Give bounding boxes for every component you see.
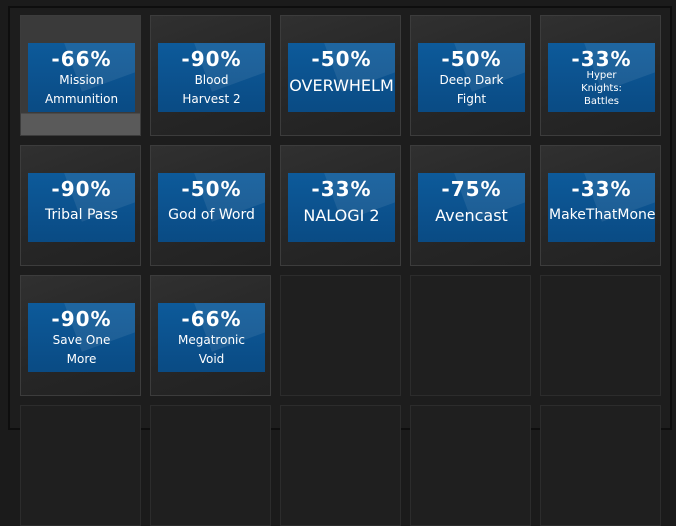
discount-label: -50% [311,47,372,71]
discount-badge: -90% Blood Harvest 2 [158,43,265,112]
discount-badge: -50% OVERWHELM [288,43,395,112]
game-tile[interactable]: -66% Megatronic Void [150,275,271,396]
empty-tile [20,405,141,526]
game-name: Save One More [52,333,111,366]
discount-badge: -33% MakeThatMoney [548,173,655,242]
empty-tile [150,405,271,526]
discount-label: -90% [51,307,112,331]
game-tile[interactable]: -33% MakeThatMoney [540,145,661,266]
empty-tile [280,275,401,396]
empty-tile [540,405,661,526]
discount-badge: -33% Hyper Knights: Battles [548,43,655,112]
discount-label: -75% [441,177,502,201]
discount-label: -33% [311,177,372,201]
empty-tile [280,405,401,526]
discount-badge: -66% Megatronic Void [158,303,265,372]
game-tile[interactable]: -90% Tribal Pass [20,145,141,266]
discount-label: -90% [51,177,112,201]
discount-label: -66% [181,307,242,331]
page: -66% Mission Ammunition -90% Blood Harvest … [0,0,676,411]
discount-badge: -75% Avencast [418,173,525,242]
discount-label: -50% [441,47,502,71]
discount-label: -50% [181,177,242,201]
game-tile[interactable]: -66% Mission Ammunition [20,15,141,136]
game-name: Hyper Knights: Battles [581,70,622,107]
game-name: Tribal Pass [45,207,118,223]
game-name: Blood Harvest 2 [182,73,241,106]
game-tile[interactable]: -33% Hyper Knights: Battles [540,15,661,136]
game-name: Mission Ammunition [44,73,119,106]
game-tile[interactable]: -75% Avencast [410,145,531,266]
discount-badge: -90% Tribal Pass [28,173,135,242]
empty-tile [410,275,531,396]
game-tile[interactable]: -33% NALOGI 2 [280,145,401,266]
game-name: Avencast [435,206,508,225]
discount-badge: -50% God of Word [158,173,265,242]
discount-label: -66% [51,47,112,71]
game-name: Deep Dark Fight [439,73,504,106]
game-name: NALOGI 2 [303,206,380,225]
game-name: God of Word [168,207,255,223]
game-tile[interactable]: -50% Deep Dark Fight [410,15,531,136]
discount-label: -90% [181,47,242,71]
game-name: OVERWHELM [289,76,394,95]
game-name: MakeThatMoney [549,207,655,223]
game-tile[interactable]: -90% Save One More [20,275,141,396]
empty-tile [540,275,661,396]
discount-label: -33% [571,177,632,201]
discount-badge: -33% NALOGI 2 [288,173,395,242]
empty-tile [410,405,531,526]
discount-badge: -66% Mission Ammunition [28,43,135,112]
discount-label: -33% [571,47,632,71]
discount-badge: -50% Deep Dark Fight [418,43,525,112]
game-name: Megatronic Void [178,333,245,366]
discount-badge: -90% Save One More [28,303,135,372]
game-tile[interactable]: -50% God of Word [150,145,271,266]
game-tile[interactable]: -50% OVERWHELM [280,15,401,136]
game-tile[interactable]: -90% Blood Harvest 2 [150,15,271,136]
